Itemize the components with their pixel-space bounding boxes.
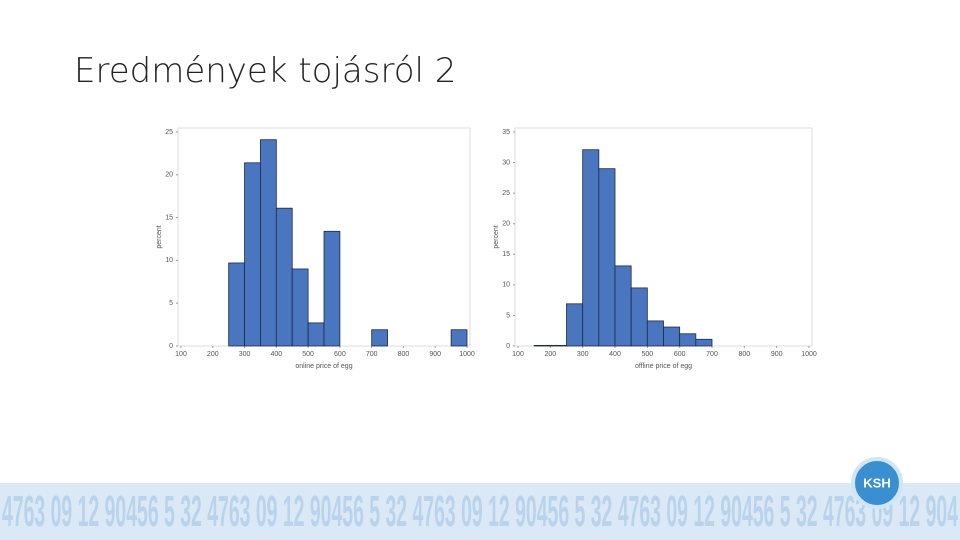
logo-text: KSH — [863, 475, 890, 490]
histogram-bar — [450, 329, 468, 347]
footer-digits: 4763 09 12 90456 5 32 4763 09 12 90456 5… — [2, 487, 958, 536]
histogram-bar — [228, 262, 245, 347]
y-tick-label: 15 — [165, 214, 173, 221]
y-tick-label: 20 — [502, 221, 510, 228]
logo-circle — [851, 457, 903, 509]
y-tick-label: 30 — [502, 159, 510, 166]
x-tick-label: 500 — [641, 351, 653, 358]
x-tick-label: 600 — [334, 351, 346, 358]
histogram-bar — [582, 149, 600, 347]
x-axis-label: online price of egg — [295, 363, 352, 370]
x-tick-label: 600 — [674, 351, 686, 358]
x-tick-label: 700 — [706, 351, 718, 358]
y-axis-label: percent — [493, 225, 500, 248]
x-tick-label: 1000 — [459, 351, 475, 358]
histogram-bar — [663, 326, 681, 347]
slide-title: Eredmények tojásról 2 — [74, 51, 456, 91]
histogram-bar — [695, 338, 713, 347]
x-tick-label: 900 — [771, 351, 783, 358]
y-axis-label: percent — [156, 225, 163, 248]
x-tick-label: 200 — [207, 351, 219, 358]
histogram-bar — [614, 265, 632, 347]
histogram-bar — [275, 207, 293, 347]
histogram-bar — [646, 320, 664, 347]
histogram-bar — [260, 139, 277, 347]
histogram-bar — [549, 344, 567, 347]
x-axis-label: offline price of egg — [635, 363, 692, 370]
x-tick-label: 300 — [239, 351, 251, 358]
histogram-bar — [244, 162, 261, 347]
x-tick-label: 800 — [398, 351, 410, 358]
x-tick-label: 300 — [577, 351, 589, 358]
x-tick-label: 500 — [302, 351, 314, 358]
y-tick-label: 0 — [506, 343, 510, 350]
y-tick-label: 10 — [165, 257, 173, 264]
histogram-bar — [598, 168, 616, 347]
x-tick-label: 400 — [609, 351, 621, 358]
y-tick-label: 5 — [169, 300, 173, 307]
y-tick-label: 10 — [502, 282, 510, 289]
plot-frame — [514, 127, 813, 347]
x-tick-label: 100 — [175, 351, 187, 358]
x-tick-label: 700 — [366, 351, 378, 358]
histogram-bar — [566, 303, 584, 347]
x-tick-label: 400 — [270, 351, 282, 358]
y-tick-label: 25 — [165, 129, 173, 136]
x-tick-label: 100 — [512, 351, 524, 358]
histogram-bar — [630, 287, 648, 347]
x-tick-label: 1000 — [801, 351, 817, 358]
y-tick-label: 15 — [502, 251, 510, 258]
histogram-bar — [307, 322, 325, 347]
histogram-bar — [323, 230, 341, 347]
y-tick-label: 20 — [165, 172, 173, 179]
y-tick-label: 0 — [169, 343, 173, 350]
y-tick-label: 25 — [502, 190, 510, 197]
x-tick-label: 900 — [429, 351, 441, 358]
y-tick-label: 5 — [506, 312, 510, 319]
x-tick-label: 800 — [738, 351, 750, 358]
footer-band — [0, 483, 960, 540]
histogram-bar — [533, 344, 551, 347]
histogram-bar — [291, 268, 309, 347]
histogram-bar — [371, 329, 388, 347]
histogram-bar — [679, 333, 697, 347]
x-tick-label: 200 — [544, 351, 556, 358]
y-tick-label: 35 — [502, 129, 510, 136]
